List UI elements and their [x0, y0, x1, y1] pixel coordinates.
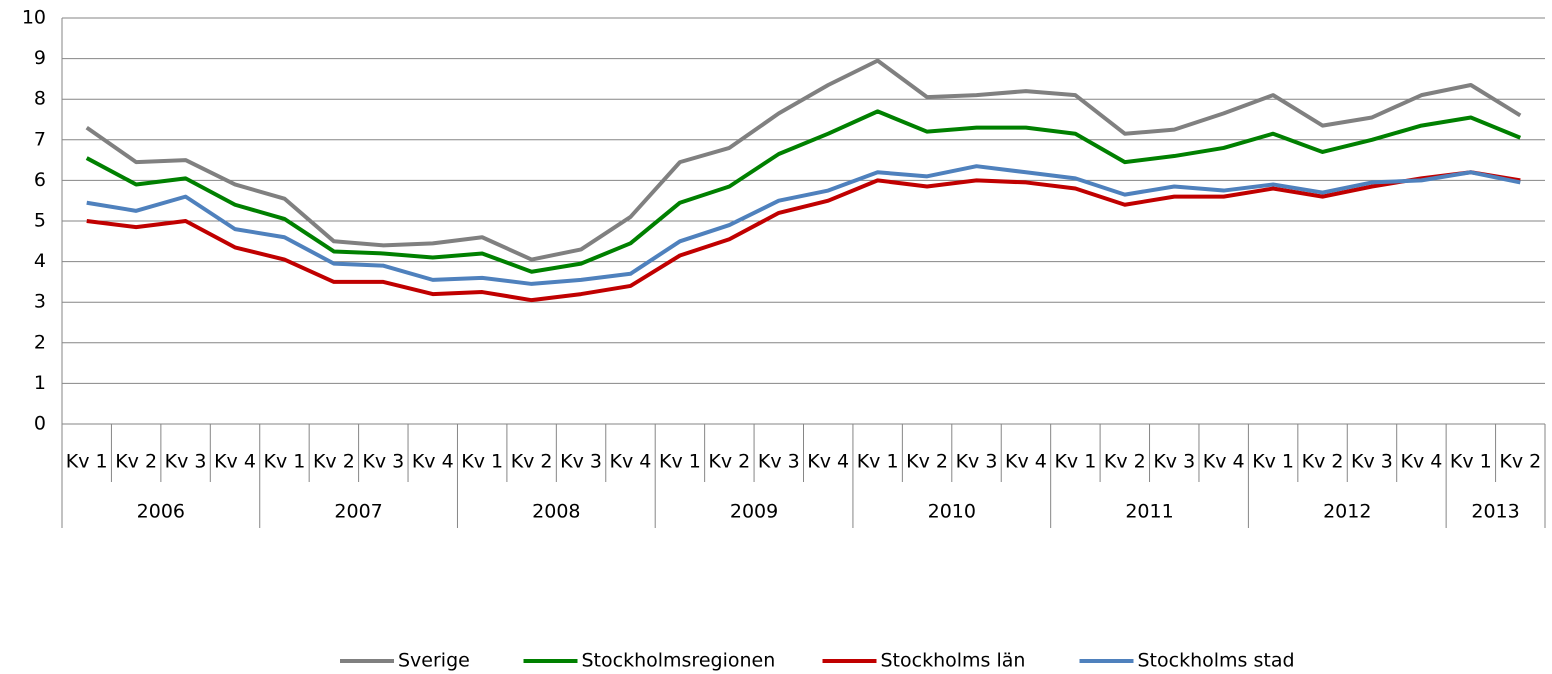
x-tick-label: Kv 1: [1450, 451, 1492, 473]
legend-label: Stockholms län: [881, 650, 1026, 672]
x-tick-label: Kv 2: [906, 451, 948, 473]
legend-label: Sverige: [398, 650, 470, 672]
y-tick-label: 2: [34, 331, 46, 353]
x-tick-label: Kv 3: [165, 451, 207, 473]
group-label: 2007: [334, 501, 382, 523]
group-label: 2012: [1323, 501, 1371, 523]
x-tick-label: Kv 2: [313, 451, 355, 473]
y-tick-label: 6: [34, 169, 46, 191]
x-tick-label: Kv 3: [560, 451, 602, 473]
x-tick-label: Kv 2: [1499, 451, 1541, 473]
x-tick-label: Kv 1: [1252, 451, 1294, 473]
x-tick-label: Kv 3: [758, 451, 800, 473]
series-line: [85, 109, 1522, 274]
x-tick-label: Kv 2: [1104, 451, 1146, 473]
x-tick-label: Kv 3: [956, 451, 998, 473]
y-tick-label: 0: [34, 413, 46, 435]
y-tick-label: 7: [34, 128, 46, 150]
y-tick-label: 1: [34, 372, 46, 394]
x-tick-label: Kv 1: [264, 451, 306, 473]
x-tick-label: Kv 1: [66, 451, 108, 473]
series-line: [86, 170, 1521, 303]
x-tick-label: Kv 3: [362, 451, 404, 473]
y-tick-label: 5: [34, 210, 46, 232]
legend-label: Stockholms stad: [1138, 650, 1295, 672]
group-label: 2013: [1471, 501, 1519, 523]
group-label: 2009: [730, 501, 778, 523]
x-tick-label: Kv 4: [1203, 451, 1245, 473]
x-tick-label: Kv 3: [1153, 451, 1195, 473]
group-label: 2006: [137, 501, 185, 523]
x-tick-label: Kv 4: [214, 451, 256, 473]
group-label: 2010: [928, 501, 976, 523]
y-tick-label: 10: [22, 7, 46, 29]
y-tick-label: 4: [34, 250, 46, 272]
y-tick-label: 8: [34, 88, 46, 110]
x-tick-label: Kv 2: [708, 451, 750, 473]
group-label: 2011: [1125, 501, 1173, 523]
x-tick-label: Kv 2: [115, 451, 157, 473]
series-line: [86, 164, 1521, 286]
x-tick-label: Kv 2: [1302, 451, 1344, 473]
x-tick-label: Kv 1: [857, 451, 899, 473]
group-label: 2008: [532, 501, 580, 523]
x-tick-label: Kv 4: [1005, 451, 1047, 473]
legend-label: Stockholmsregionen: [582, 650, 776, 672]
x-tick-label: Kv 1: [1054, 451, 1096, 473]
x-tick-label: Kv 4: [412, 451, 454, 473]
x-tick-label: Kv 1: [659, 451, 701, 473]
x-tick-label: Kv 4: [610, 451, 652, 473]
y-tick-label: 3: [34, 291, 46, 313]
x-tick-label: Kv 4: [807, 451, 849, 473]
x-tick-label: Kv 2: [511, 451, 553, 473]
y-tick-label: 9: [34, 47, 46, 69]
series-line: [85, 58, 1522, 262]
x-tick-label: Kv 1: [461, 451, 503, 473]
x-tick-label: Kv 4: [1400, 451, 1442, 473]
x-tick-label: Kv 3: [1351, 451, 1393, 473]
